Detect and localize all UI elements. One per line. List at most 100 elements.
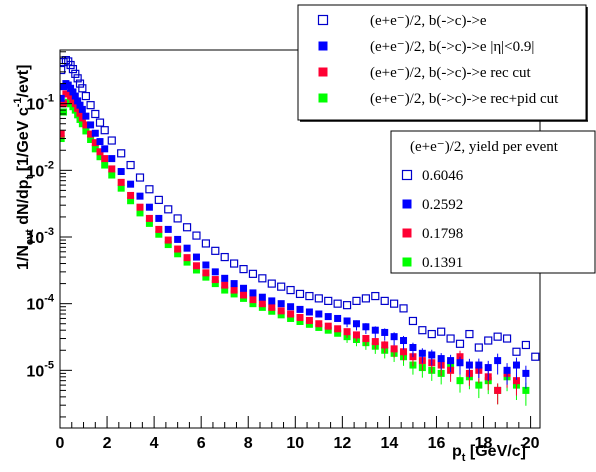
data-point xyxy=(60,130,65,138)
data-point xyxy=(101,155,109,163)
y-tick-label: 10-2 xyxy=(26,159,54,180)
y-tick-base: 10 xyxy=(26,363,44,380)
y-tick-exponent: -4 xyxy=(44,293,55,305)
data-point xyxy=(248,269,258,278)
data-point xyxy=(333,299,342,308)
legend-label: (e+e⁻)/2, b(->c)->e xyxy=(370,13,487,29)
data-point xyxy=(230,280,238,288)
y-title-part: 1/N xyxy=(15,245,32,270)
x-tick-label: 6 xyxy=(197,435,206,452)
data-point xyxy=(371,326,379,334)
data-point xyxy=(305,316,313,324)
legend-frame xyxy=(297,4,587,121)
data-point xyxy=(78,84,87,93)
data-point xyxy=(69,88,77,96)
data-point xyxy=(447,357,455,365)
data-point xyxy=(512,361,520,369)
data-point xyxy=(192,266,200,274)
y-title-part: dN/dp xyxy=(15,179,32,229)
data-point xyxy=(521,340,530,350)
data-point xyxy=(67,84,75,92)
data-point xyxy=(249,296,257,304)
data-point xyxy=(73,74,82,83)
legend-marker xyxy=(317,14,329,26)
data-point xyxy=(192,231,201,240)
data-point xyxy=(296,314,304,322)
data-marks xyxy=(60,56,540,406)
data-point xyxy=(101,145,109,153)
data-point xyxy=(164,205,173,214)
data-point xyxy=(78,120,86,128)
legend-label: (e+e⁻)/2, b(->c)->e rec cut xyxy=(370,65,532,81)
data-point xyxy=(531,352,540,361)
data-point xyxy=(145,219,153,227)
y-tick-exponent: -5 xyxy=(44,359,54,371)
data-point xyxy=(455,339,465,348)
data-point xyxy=(287,303,295,311)
x-tick-label: 16 xyxy=(428,435,446,452)
yield-value: 0.1798 xyxy=(422,226,463,242)
data-point xyxy=(334,314,342,322)
data-point xyxy=(268,303,276,311)
data-point xyxy=(174,235,182,243)
data-point xyxy=(484,336,493,345)
yield-marker xyxy=(401,169,413,181)
data-point xyxy=(249,300,257,308)
legend-marker xyxy=(318,93,328,103)
y-title-part: /evt] xyxy=(15,65,32,98)
data-point xyxy=(211,268,219,276)
data-point xyxy=(475,381,483,389)
data-point xyxy=(324,326,332,334)
data-point xyxy=(465,361,473,369)
data-point xyxy=(211,246,220,255)
yield-title: (e+e⁻)/2, yield per event xyxy=(410,139,559,155)
data-point xyxy=(409,344,417,352)
data-point xyxy=(295,289,305,299)
yield-value: 0.2592 xyxy=(422,197,463,213)
x-title-rest: [GeV/c] xyxy=(465,443,525,460)
data-point xyxy=(446,334,455,343)
data-point xyxy=(71,92,79,100)
y-tick-base: 10 xyxy=(26,297,44,314)
y-title-part: [1/GeV c xyxy=(15,107,32,176)
legend-label: (e+e⁻)/2, b(->c)->e rec+pid cut xyxy=(370,91,559,107)
data-point xyxy=(126,160,135,170)
data-point xyxy=(108,165,116,173)
data-point xyxy=(96,138,104,146)
data-point xyxy=(174,245,182,253)
data-point xyxy=(400,348,408,356)
data-point xyxy=(258,274,267,283)
data-point xyxy=(522,386,530,394)
data-point xyxy=(60,65,66,75)
data-point xyxy=(399,304,408,313)
data-point xyxy=(493,332,502,341)
data-point xyxy=(240,284,248,292)
data-point xyxy=(108,155,116,163)
data-point xyxy=(82,121,90,129)
data-point xyxy=(268,307,276,315)
data-point xyxy=(174,250,182,258)
data-point xyxy=(164,236,172,244)
data-point xyxy=(239,264,248,274)
data-point xyxy=(164,225,172,233)
x-tick-label: 10 xyxy=(286,435,304,452)
data-point xyxy=(456,377,464,385)
data-point xyxy=(361,294,370,303)
y-tick-base: 10 xyxy=(26,230,44,247)
x-tick-label: 8 xyxy=(244,435,253,452)
data-point xyxy=(381,328,389,336)
data-point xyxy=(91,145,99,153)
data-point xyxy=(352,320,360,328)
data-point xyxy=(164,241,172,249)
data-point xyxy=(127,197,135,205)
yield-marker xyxy=(402,228,412,238)
data-point xyxy=(494,357,502,365)
data-point xyxy=(211,280,219,288)
x-axis-title: pt [GeV/c] xyxy=(452,443,526,464)
y-tick-exponent: -3 xyxy=(44,226,54,238)
y-title-part: -1 xyxy=(12,97,24,107)
data-point xyxy=(145,185,154,194)
data-point xyxy=(183,254,191,262)
